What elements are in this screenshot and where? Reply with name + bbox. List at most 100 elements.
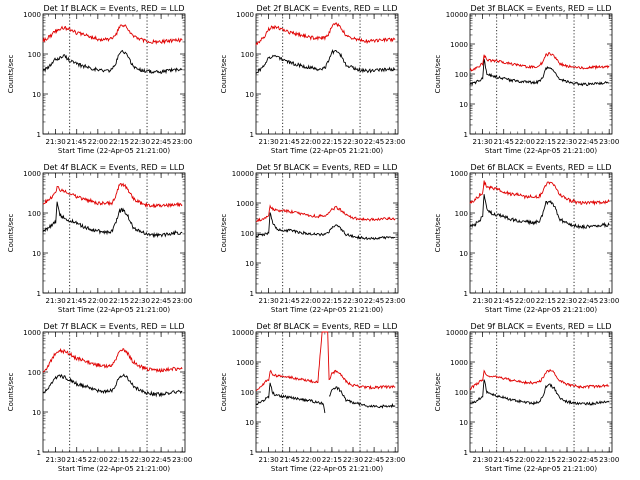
x-tick-label: 22:15 [536, 456, 556, 464]
y-tick-label: 10 [245, 260, 254, 268]
events-series-line [469, 194, 610, 230]
y-tick-label: 10000 [446, 11, 468, 19]
y-tick-label: 100 [455, 389, 468, 397]
y-tick-label: 1000 [23, 170, 41, 178]
x-tick-label: 22:15 [322, 456, 342, 464]
y-tick-label: 100 [241, 51, 254, 59]
y-tick-label: 1000 [450, 359, 468, 367]
lld-series-line [42, 182, 183, 209]
y-tick-label: 1000 [236, 359, 254, 367]
y-tick-label: 100 [455, 210, 468, 218]
plot-panel: Det 4f BLACK = Events, RED = LLD 1 10 100 10… [7, 163, 192, 314]
x-axis-label: Start Time (22-Apr-05 21:21:00) [271, 306, 383, 314]
y-axis-label: Counts/sec [434, 214, 442, 253]
lld-series-line [255, 21, 396, 46]
x-tick-label: 23:00 [172, 297, 192, 305]
x-tick-label: 22:15 [322, 138, 342, 146]
y-tick-label: 10000 [446, 329, 468, 337]
plot-title: Det 9f BLACK = Events, RED = LLD [470, 322, 611, 331]
y-tick-label: 1000 [23, 11, 41, 19]
y-tick-label: 10000 [232, 170, 254, 178]
events-series-line [469, 379, 610, 406]
y-tick-label: 100 [241, 230, 254, 238]
x-tick-label: 21:30 [259, 297, 279, 305]
x-tick-label: 22:30 [343, 456, 363, 464]
x-tick-label: 22:00 [88, 456, 108, 464]
x-tick-label: 21:30 [473, 297, 493, 305]
events-series-line [469, 58, 610, 87]
plot-frame [42, 13, 186, 135]
events-series-line [42, 373, 183, 398]
x-tick-label: 22:30 [557, 456, 577, 464]
x-tick-label: 21:45 [67, 297, 87, 305]
x-tick-label: 23:00 [385, 456, 405, 464]
events-series-line [329, 386, 396, 409]
x-tick-label: 21:45 [280, 138, 300, 146]
x-tick-label: 22:45 [364, 138, 384, 146]
x-axis-label: Start Time (22-Apr-05 21:21:00) [271, 147, 383, 155]
y-tick-label: 1 [37, 290, 41, 298]
y-axis-label: Counts/sec [7, 214, 15, 253]
x-tick-label: 22:30 [343, 138, 363, 146]
lld-series-line [469, 368, 610, 391]
x-tick-label: 22:30 [343, 297, 363, 305]
plot-panel: Det 7f BLACK = Events, RED = LLD 1 10 100 10… [7, 322, 192, 473]
x-tick-label: 22:00 [515, 138, 535, 146]
x-tick-label: 23:00 [385, 297, 405, 305]
x-tick-label: 21:45 [67, 138, 87, 146]
x-axis-label: Start Time (22-Apr-05 21:21:00) [485, 465, 597, 473]
x-tick-label: 22:45 [151, 456, 171, 464]
x-tick-label: 22:15 [109, 456, 129, 464]
x-tick-label: 22:45 [151, 297, 171, 305]
y-axis-label: Counts/sec [434, 55, 442, 94]
x-tick-label: 23:00 [599, 297, 619, 305]
x-tick-label: 22:45 [578, 456, 598, 464]
plot-title: Det 8f BLACK = Events, RED = LLD [256, 322, 397, 331]
plot-frame [469, 331, 613, 453]
y-axis-label: Counts/sec [220, 55, 228, 94]
x-tick-label: 22:30 [130, 138, 150, 146]
x-tick-label: 23:00 [599, 138, 619, 146]
y-tick-label: 1000 [23, 329, 41, 337]
y-tick-label: 10 [459, 101, 468, 109]
plot-title: Det 4f BLACK = Events, RED = LLD [43, 163, 184, 172]
plot-title: Det 7f BLACK = Events, RED = LLD [43, 322, 184, 331]
plot-frame [255, 13, 399, 135]
x-tick-label: 21:30 [46, 138, 66, 146]
x-tick-label: 21:45 [67, 456, 87, 464]
y-tick-label: 100 [455, 71, 468, 79]
plot-frame [255, 331, 399, 453]
x-tick-label: 21:45 [280, 456, 300, 464]
x-tick-label: 22:15 [536, 297, 556, 305]
plot-panel: Det 2f BLACK = Events, RED = LLD 1 10 100 10… [220, 4, 405, 155]
plot-frame [469, 172, 613, 294]
x-tick-label: 22:15 [322, 297, 342, 305]
x-tick-label: 23:00 [599, 456, 619, 464]
events-series-line [255, 382, 326, 414]
y-tick-label: 1 [250, 449, 254, 457]
y-tick-label: 10 [32, 409, 41, 417]
x-tick-label: 23:00 [172, 456, 192, 464]
x-tick-label: 21:30 [473, 456, 493, 464]
y-tick-label: 10 [245, 91, 254, 99]
y-tick-label: 100 [28, 369, 41, 377]
y-tick-label: 1000 [236, 200, 254, 208]
x-tick-label: 22:45 [578, 297, 598, 305]
y-tick-label: 1 [37, 449, 41, 457]
y-tick-label: 10 [459, 419, 468, 427]
x-axis-label: Start Time (22-Apr-05 21:21:00) [58, 465, 170, 473]
lld-series-line [255, 204, 396, 223]
events-series-line [42, 201, 183, 239]
x-tick-label: 21:45 [494, 456, 514, 464]
y-tick-label: 1 [464, 290, 468, 298]
x-tick-label: 21:30 [473, 138, 493, 146]
x-tick-label: 21:45 [280, 297, 300, 305]
y-tick-label: 1 [250, 131, 254, 139]
lld-series-line [255, 331, 396, 391]
x-tick-label: 22:00 [88, 138, 108, 146]
x-tick-label: 21:30 [259, 456, 279, 464]
y-tick-label: 1000 [450, 41, 468, 49]
x-tick-label: 22:30 [557, 138, 577, 146]
events-series-line [42, 49, 183, 75]
